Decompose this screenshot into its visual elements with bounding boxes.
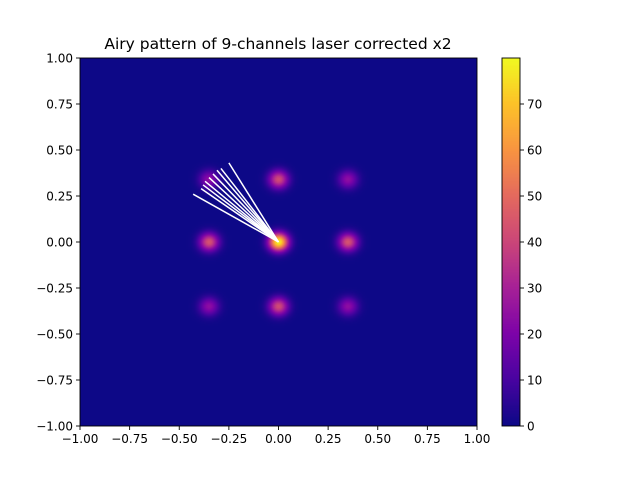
x-tick-label: 1.00 (464, 432, 491, 446)
y-tick-label: 0.50 (46, 144, 73, 158)
ray-line (204, 180, 279, 243)
colorbar-tick-label: 70 (527, 98, 542, 112)
y-tick-label: 1.00 (46, 52, 73, 66)
y-tick-label: −0.25 (36, 282, 73, 296)
ray-line (192, 193, 279, 243)
colorbar-tick-label: 50 (527, 190, 542, 204)
y-tick-label: 0.75 (46, 98, 73, 112)
colorbar-tick-label: 30 (527, 282, 542, 296)
colorbar-ticks: 0 10 20 30 40 50 60 70 (520, 98, 542, 434)
colorbar-tick-label: 20 (527, 328, 542, 342)
colorbar-gradient (502, 58, 520, 426)
y-axis: −1.00 −0.75 −0.50 −0.25 0.00 0.25 0.50 0.75 1.00 (36, 52, 80, 434)
x-tick-label: −0.75 (111, 432, 148, 446)
colorbar-tick-label: 0 (527, 420, 535, 434)
y-tick-label: −0.50 (36, 328, 73, 342)
chart-title: Airy pattern of 9-channels laser correct… (104, 35, 451, 53)
ray-line (220, 167, 280, 243)
colorbar: 0 10 20 30 40 50 60 70 (501, 57, 542, 434)
x-tick-label: −0.50 (161, 432, 198, 446)
ray-lines (192, 162, 280, 243)
colorbar-tick-label: 60 (527, 144, 542, 158)
y-tick-label: 0.25 (46, 190, 73, 204)
colorbar-tick-label: 40 (527, 236, 542, 250)
y-tick-label: 0.00 (46, 236, 73, 250)
x-axis: −1.00 −0.75 −0.50 −0.25 0.00 0.25 0.50 0.75 1.00 (62, 426, 491, 446)
y-tick-label: −1.00 (36, 420, 73, 434)
x-tick-label: 0.50 (364, 432, 391, 446)
x-tick-label: 0.00 (265, 432, 292, 446)
colorbar-tick-label: 10 (527, 374, 542, 388)
x-tick-label: −1.00 (62, 432, 99, 446)
heatmap-plot-area (79, 57, 478, 427)
ray-line (208, 177, 280, 243)
x-tick-label: 0.75 (414, 432, 441, 446)
x-tick-label: 0.25 (315, 432, 342, 446)
x-tick-label: −0.25 (210, 432, 247, 446)
ray-line (212, 173, 280, 243)
ray-line (228, 162, 280, 243)
y-tick-label: −0.75 (36, 374, 73, 388)
